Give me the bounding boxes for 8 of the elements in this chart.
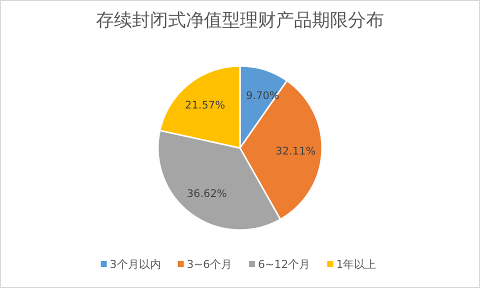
- chart-title: 存续封闭式净值型理财产品期限分布: [96, 10, 384, 31]
- legend-label: 3~6个月: [186, 258, 232, 271]
- data-label: 21.57%: [185, 100, 226, 112]
- legend-label: 6~12个月: [258, 258, 310, 271]
- data-label: 36.62%: [186, 188, 227, 200]
- legend-label: 1年以上: [336, 258, 376, 271]
- legend-label: 3个月以内: [110, 258, 161, 271]
- data-label: 32.11%: [276, 146, 316, 158]
